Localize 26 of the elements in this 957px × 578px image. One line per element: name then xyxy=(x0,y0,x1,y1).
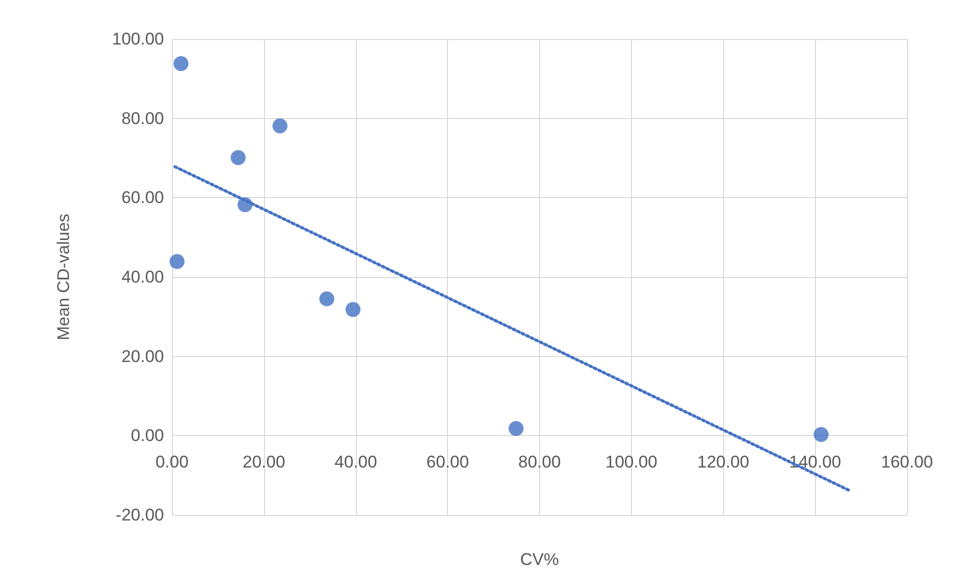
y-tick-label: 60.00 xyxy=(121,188,164,208)
x-tick-label: 80.00 xyxy=(518,452,561,472)
x-tick-label: 160.00 xyxy=(881,452,933,472)
point xyxy=(508,421,524,436)
point xyxy=(346,302,360,318)
x-tick-label: 100.00 xyxy=(605,452,658,472)
point xyxy=(814,426,829,442)
y-tick-label: 40.00 xyxy=(121,268,164,286)
x-tick-label: 60.00 xyxy=(426,452,469,472)
point xyxy=(319,291,334,306)
y-tick-label: -20.00 xyxy=(116,506,164,524)
point xyxy=(174,56,189,72)
point xyxy=(272,118,288,134)
y-axis-title: Mean CD-values xyxy=(54,214,73,340)
x-tick-label: 120.00 xyxy=(697,452,750,472)
point xyxy=(170,254,185,270)
y-tick-label: 80.00 xyxy=(121,108,164,128)
x-tick-label: 0.00 xyxy=(155,452,189,472)
y-tick-label: 20.00 xyxy=(121,346,164,366)
x-tick-label: 140.00 xyxy=(789,452,842,472)
y-tick-label: 100.00 xyxy=(112,30,164,48)
x-axis-title: CV% xyxy=(520,550,559,569)
y-tick-label: 0.00 xyxy=(130,426,164,446)
x-tick-label: 20.00 xyxy=(242,452,286,472)
point xyxy=(230,150,246,166)
x-tick-label: 40.00 xyxy=(334,452,378,472)
